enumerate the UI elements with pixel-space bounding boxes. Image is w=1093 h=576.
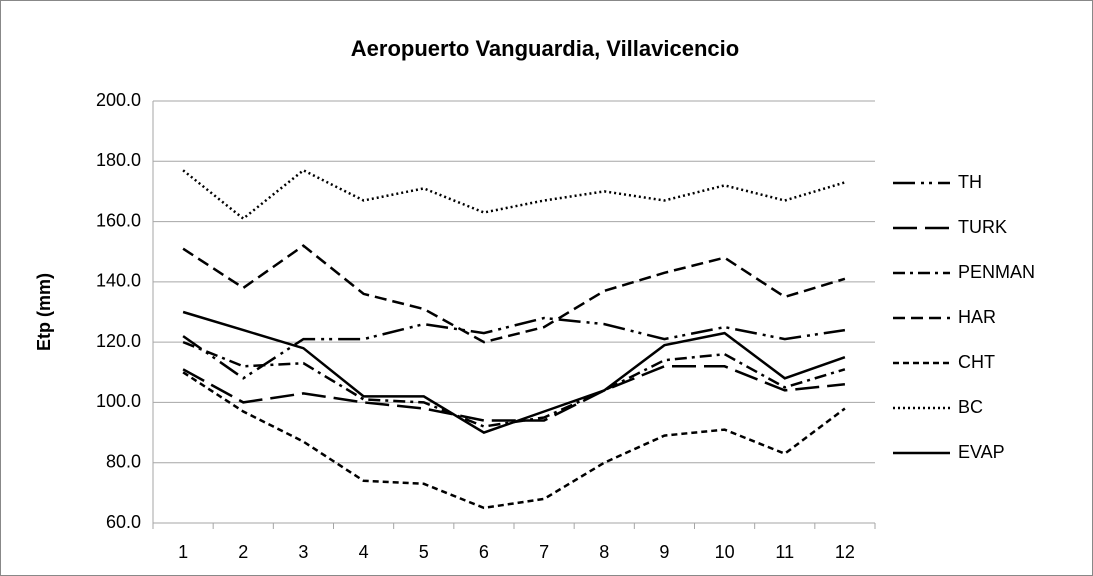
legend-label: TURK (958, 217, 1007, 237)
x-tick-label: 8 (599, 542, 609, 562)
legend-label: EVAP (958, 442, 1005, 462)
legend-label: CHT (958, 352, 995, 372)
x-tick-label: 5 (419, 542, 429, 562)
y-tick-label: 160.0 (96, 210, 141, 230)
legend-label: PENMAN (958, 262, 1035, 282)
y-axis-title: Etp (mm) (34, 273, 54, 351)
x-tick-label: 4 (359, 542, 369, 562)
series-line (182, 310, 846, 434)
x-tick-label: 3 (298, 542, 308, 562)
x-tick-label: 11 (775, 542, 794, 562)
x-tick-label: 12 (835, 542, 855, 562)
y-tick-label: 60.0 (106, 512, 141, 532)
x-tick-label: 2 (238, 542, 248, 562)
x-tick-label: 1 (178, 542, 188, 562)
x-tick-label: 10 (715, 542, 735, 562)
y-tick-label: 180.0 (96, 150, 141, 170)
chart-title: Aeropuerto Vanguardia, Villavicencio (351, 36, 739, 61)
y-tick-label: 100.0 (96, 391, 141, 411)
legend-label: TH (958, 172, 982, 192)
y-tick-label: 80.0 (106, 451, 141, 471)
x-tick-label: 6 (479, 542, 489, 562)
series-line (182, 365, 846, 422)
series-line (182, 244, 846, 344)
x-tick-label: 9 (659, 542, 669, 562)
series-line (182, 168, 846, 221)
y-tick-label: 200.0 (96, 90, 141, 110)
x-tick-label: 7 (539, 542, 549, 562)
legend-label: BC (958, 397, 983, 417)
series-line (182, 371, 846, 510)
y-tick-label: 120.0 (96, 331, 141, 351)
legend-label: HAR (958, 307, 996, 327)
y-tick-label: 140.0 (96, 271, 141, 291)
